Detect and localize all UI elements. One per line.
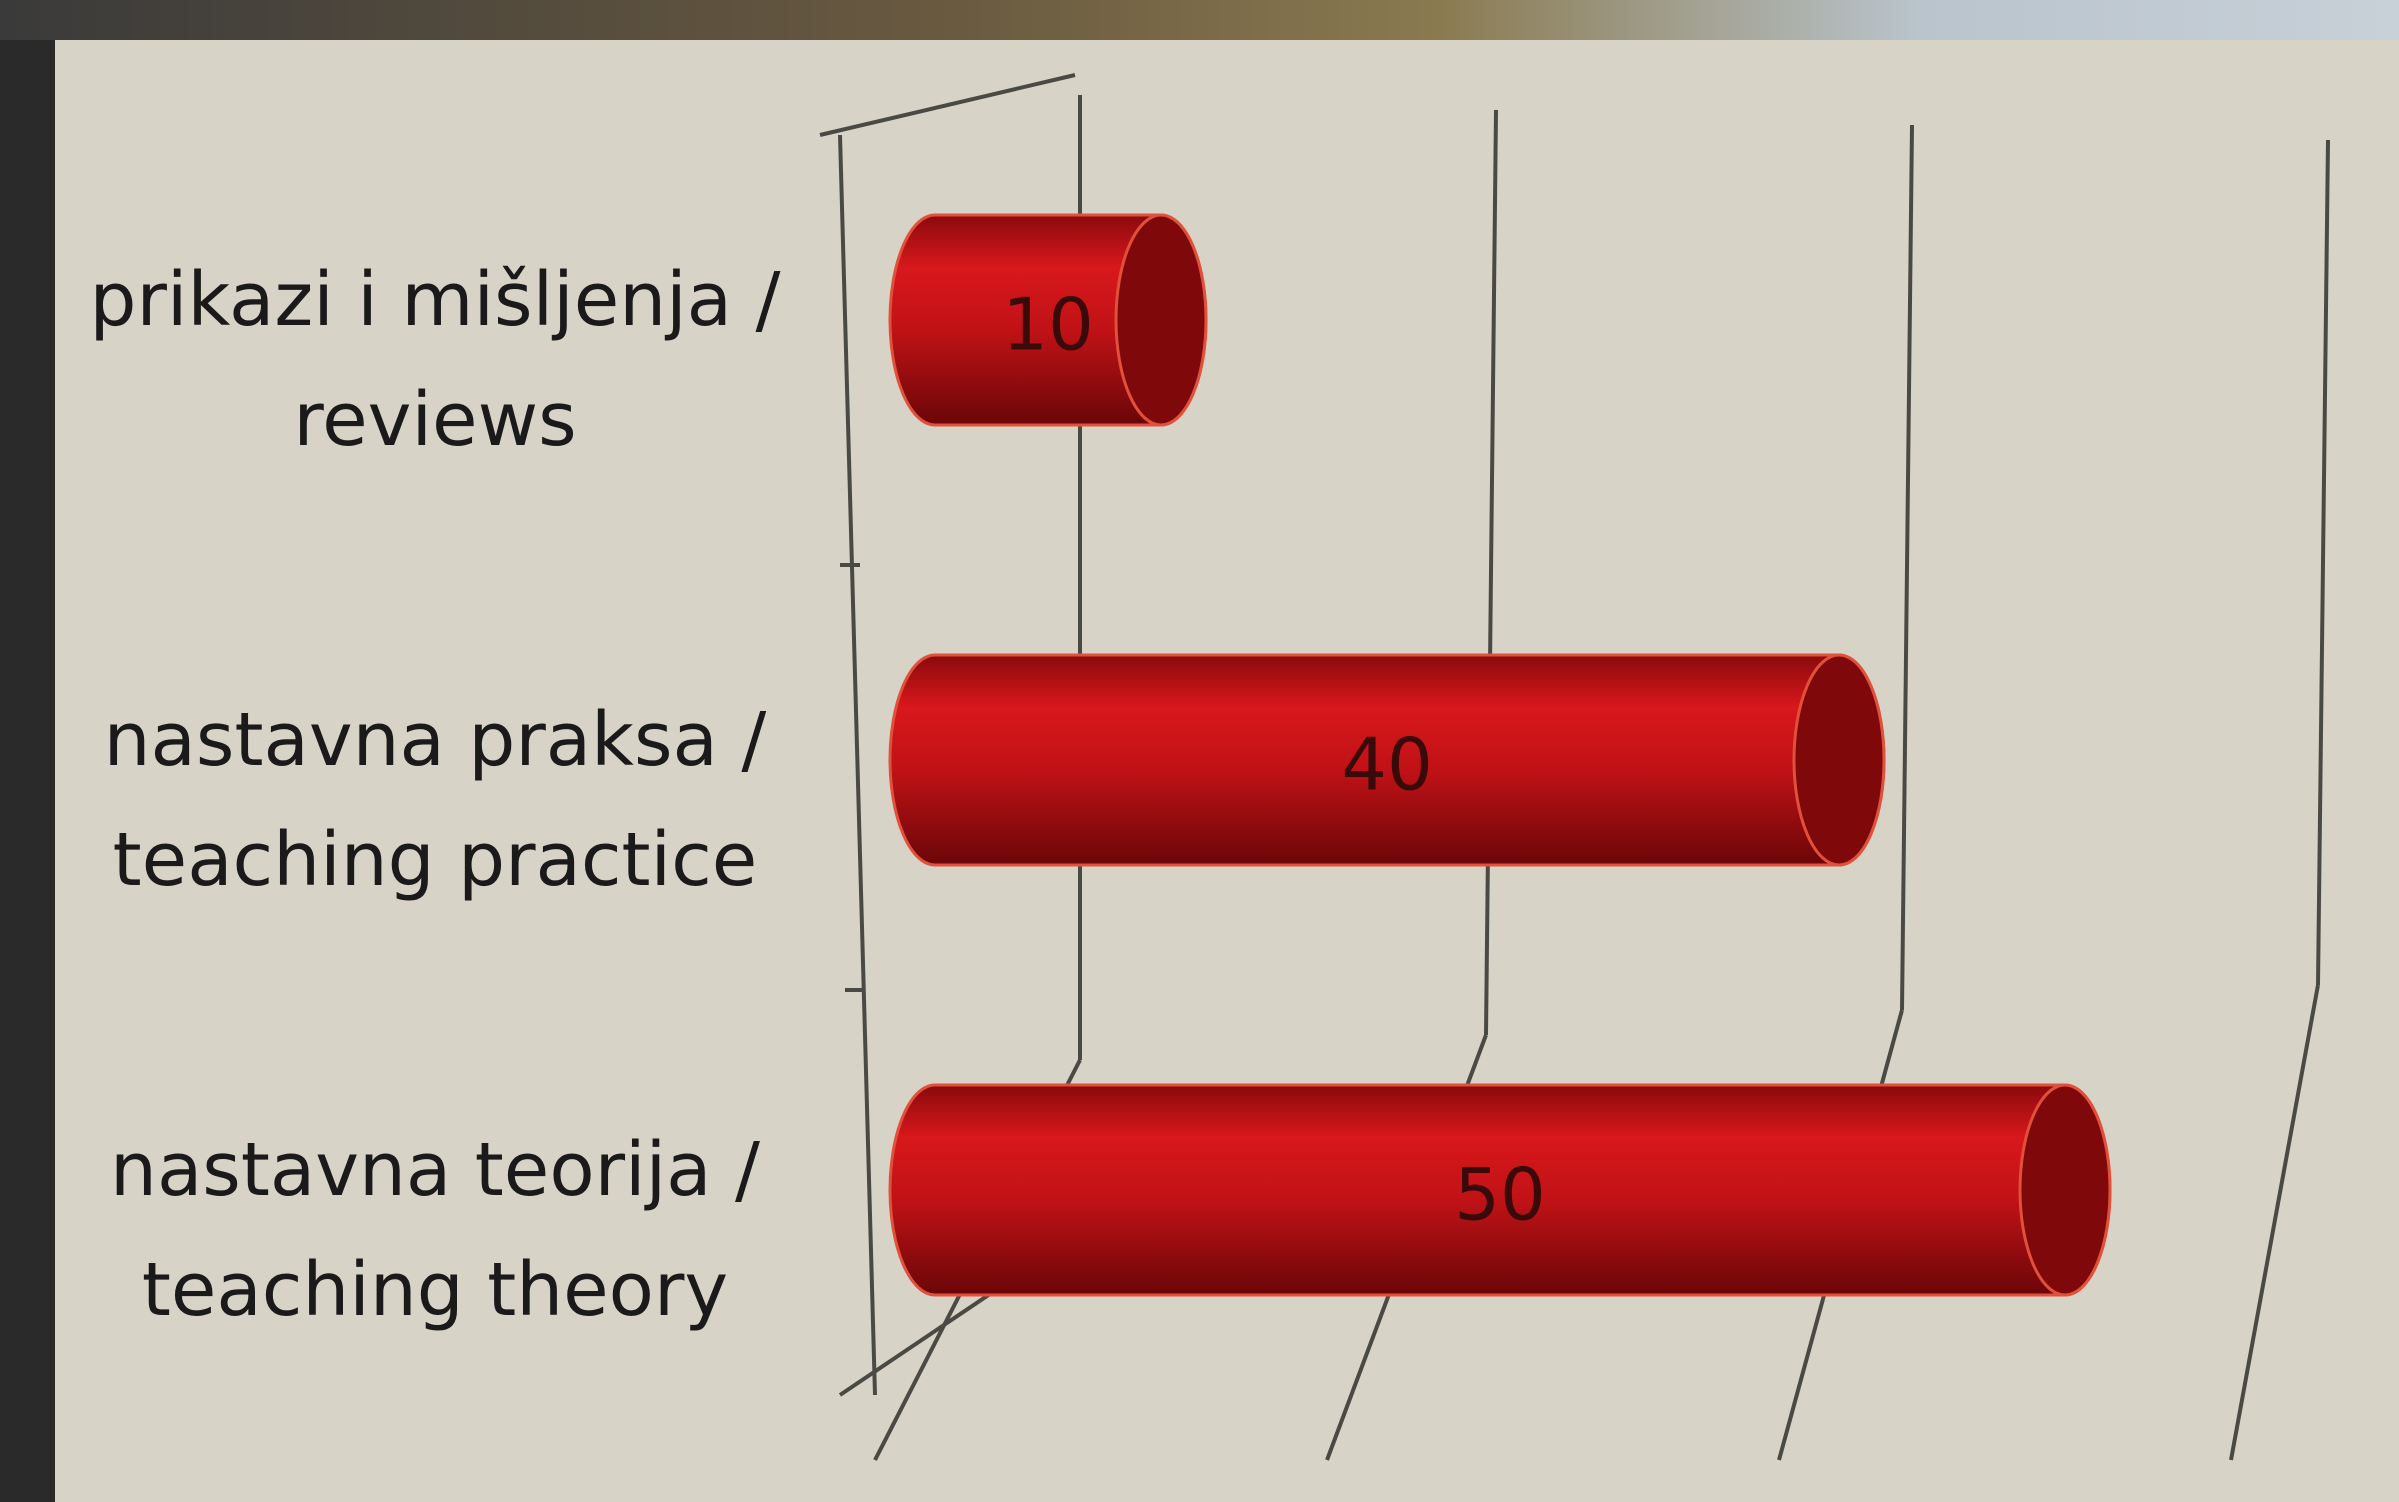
- category-label: nastavna teorija / teaching theory: [75, 1110, 795, 1350]
- grid-line: [1486, 110, 1496, 1035]
- category-label: prikazi i mišljenja / reviews: [75, 240, 795, 480]
- axis-wall: [820, 75, 1075, 135]
- value-label: 50: [1454, 1153, 1546, 1237]
- page: 104050 (() => { const data = JSON.parse(…: [0, 0, 2399, 1502]
- axis-wall: [840, 135, 875, 1395]
- bar-cap: [1794, 655, 1884, 865]
- grid-line: [2318, 140, 2328, 985]
- value-label: 40: [1341, 723, 1433, 807]
- value-label: 10: [1002, 283, 1094, 367]
- bar-cap: [2020, 1085, 2110, 1295]
- floor-line: [2231, 985, 2318, 1460]
- bar-cap: [1116, 215, 1206, 425]
- grid-line: [1902, 125, 1912, 1010]
- category-label: nastavna praksa / teaching practice: [75, 680, 795, 920]
